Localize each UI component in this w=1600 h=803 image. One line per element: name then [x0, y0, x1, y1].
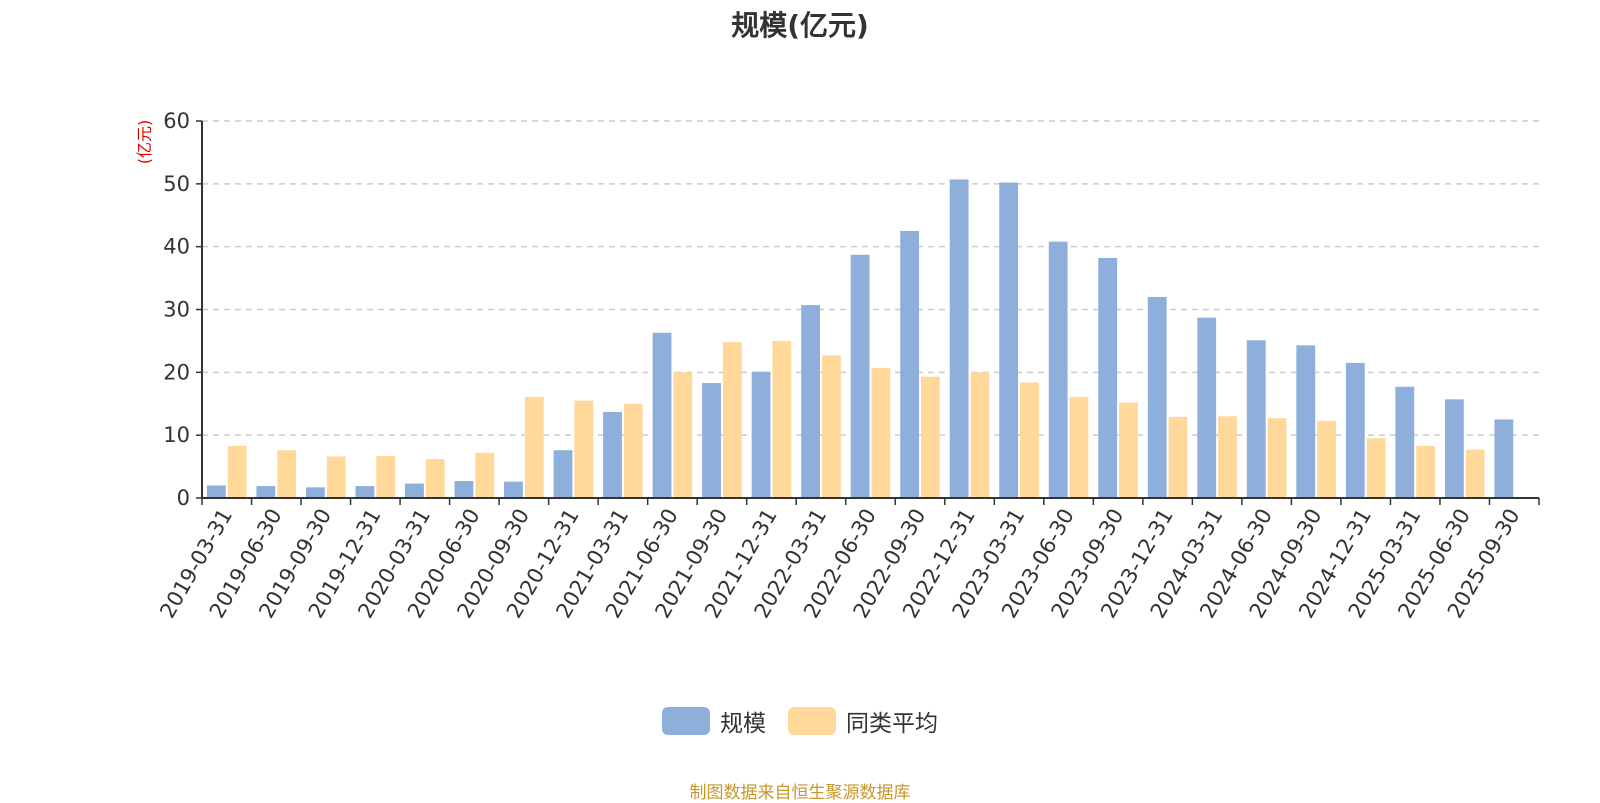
bars: [206, 179, 1514, 499]
bar-scale[interactable]: [305, 487, 325, 498]
bar-peer-average[interactable]: [1416, 445, 1436, 498]
bar-scale[interactable]: [702, 383, 721, 498]
x-ticks: 2019-03-312019-06-302019-09-302019-12-31…: [155, 498, 1540, 622]
bar-peer-average[interactable]: [277, 450, 297, 498]
bar-scale[interactable]: [206, 485, 226, 498]
bar-peer-average[interactable]: [1366, 438, 1386, 498]
chart-title: 规模(亿元): [731, 9, 869, 42]
bar-scale[interactable]: [1147, 296, 1167, 498]
bar-scale[interactable]: [999, 182, 1019, 498]
bar-peer-average[interactable]: [425, 459, 445, 498]
bar-scale[interactable]: [355, 486, 375, 498]
bar-peer-average[interactable]: [1020, 382, 1039, 498]
bar-scale[interactable]: [553, 450, 573, 498]
bar-scale[interactable]: [454, 481, 474, 498]
bar-scale[interactable]: [1296, 345, 1316, 498]
bar-peer-average[interactable]: [1119, 402, 1138, 498]
bar-peer-average[interactable]: [376, 455, 396, 498]
legend-swatch-scale: [662, 707, 710, 735]
bar-peer-average[interactable]: [623, 403, 643, 498]
grid-lines: [202, 120, 1539, 436]
bar-peer-average[interactable]: [821, 355, 841, 498]
bar-scale[interactable]: [801, 305, 820, 498]
y-axis-label: (亿元): [135, 120, 154, 165]
bar-peer-average[interactable]: [1218, 416, 1237, 498]
bar-peer-average[interactable]: [970, 372, 990, 498]
bar-peer-average[interactable]: [227, 445, 247, 498]
bar-scale[interactable]: [1444, 399, 1464, 498]
legend-item-scale[interactable]: 规模: [662, 704, 766, 738]
bar-scale[interactable]: [949, 179, 969, 498]
bar-scale[interactable]: [1494, 419, 1514, 498]
data-source-note: 制图数据来自恒生聚源数据库: [689, 783, 911, 803]
bar-peer-average[interactable]: [871, 367, 891, 498]
bar-scale[interactable]: [900, 230, 920, 499]
y-tick-label: 10: [163, 423, 190, 447]
y-tick-label: 20: [163, 360, 190, 384]
bar-scale[interactable]: [1345, 362, 1365, 498]
bar-peer-average[interactable]: [1465, 449, 1485, 498]
bar-scale[interactable]: [1395, 386, 1415, 498]
bar-scale[interactable]: [256, 486, 276, 498]
bar-peer-average[interactable]: [921, 376, 940, 498]
bar-peer-average[interactable]: [772, 340, 792, 498]
legend-swatch-peer-average: [788, 707, 836, 735]
bar-scale[interactable]: [850, 254, 870, 498]
y-tick-label: 60: [163, 109, 190, 133]
bar-scale[interactable]: [652, 332, 672, 498]
bar-peer-average[interactable]: [475, 452, 495, 498]
y-tick-label: 30: [163, 298, 190, 322]
legend: 规模 同类平均: [0, 704, 1600, 738]
legend-label-peer-average: 同类平均: [846, 711, 938, 737]
legend-label-scale: 规模: [720, 711, 766, 737]
bar-peer-average[interactable]: [1069, 396, 1089, 498]
y-tick-label: 40: [163, 235, 190, 259]
y-tick-label: 50: [163, 172, 190, 196]
bar-scale[interactable]: [751, 371, 771, 498]
bar-peer-average[interactable]: [574, 400, 594, 498]
bar-peer-average[interactable]: [673, 372, 693, 498]
bar-peer-average[interactable]: [326, 456, 346, 498]
bar-peer-average[interactable]: [1267, 418, 1287, 498]
bar-peer-average[interactable]: [524, 396, 544, 498]
y-tick-label: 0: [177, 486, 190, 510]
bar-scale[interactable]: [603, 411, 622, 498]
bar-scale[interactable]: [504, 481, 523, 498]
legend-item-peer-average[interactable]: 同类平均: [788, 704, 938, 738]
bar-scale[interactable]: [1197, 317, 1217, 498]
bar-scale[interactable]: [1246, 340, 1266, 498]
bar-peer-average[interactable]: [1317, 420, 1336, 498]
bar-scale[interactable]: [1048, 241, 1068, 498]
bar-peer-average[interactable]: [722, 342, 742, 498]
bar-scale[interactable]: [1098, 257, 1118, 498]
y-ticks: 0 10 20 30 40 50 60: [163, 109, 202, 510]
bar-scale[interactable]: [405, 483, 424, 498]
bar-peer-average[interactable]: [1168, 416, 1188, 498]
bar-chart: (亿元) 0 10 20 30 40 50 60 2019-03-312019-06-302…: [135, 109, 1540, 622]
